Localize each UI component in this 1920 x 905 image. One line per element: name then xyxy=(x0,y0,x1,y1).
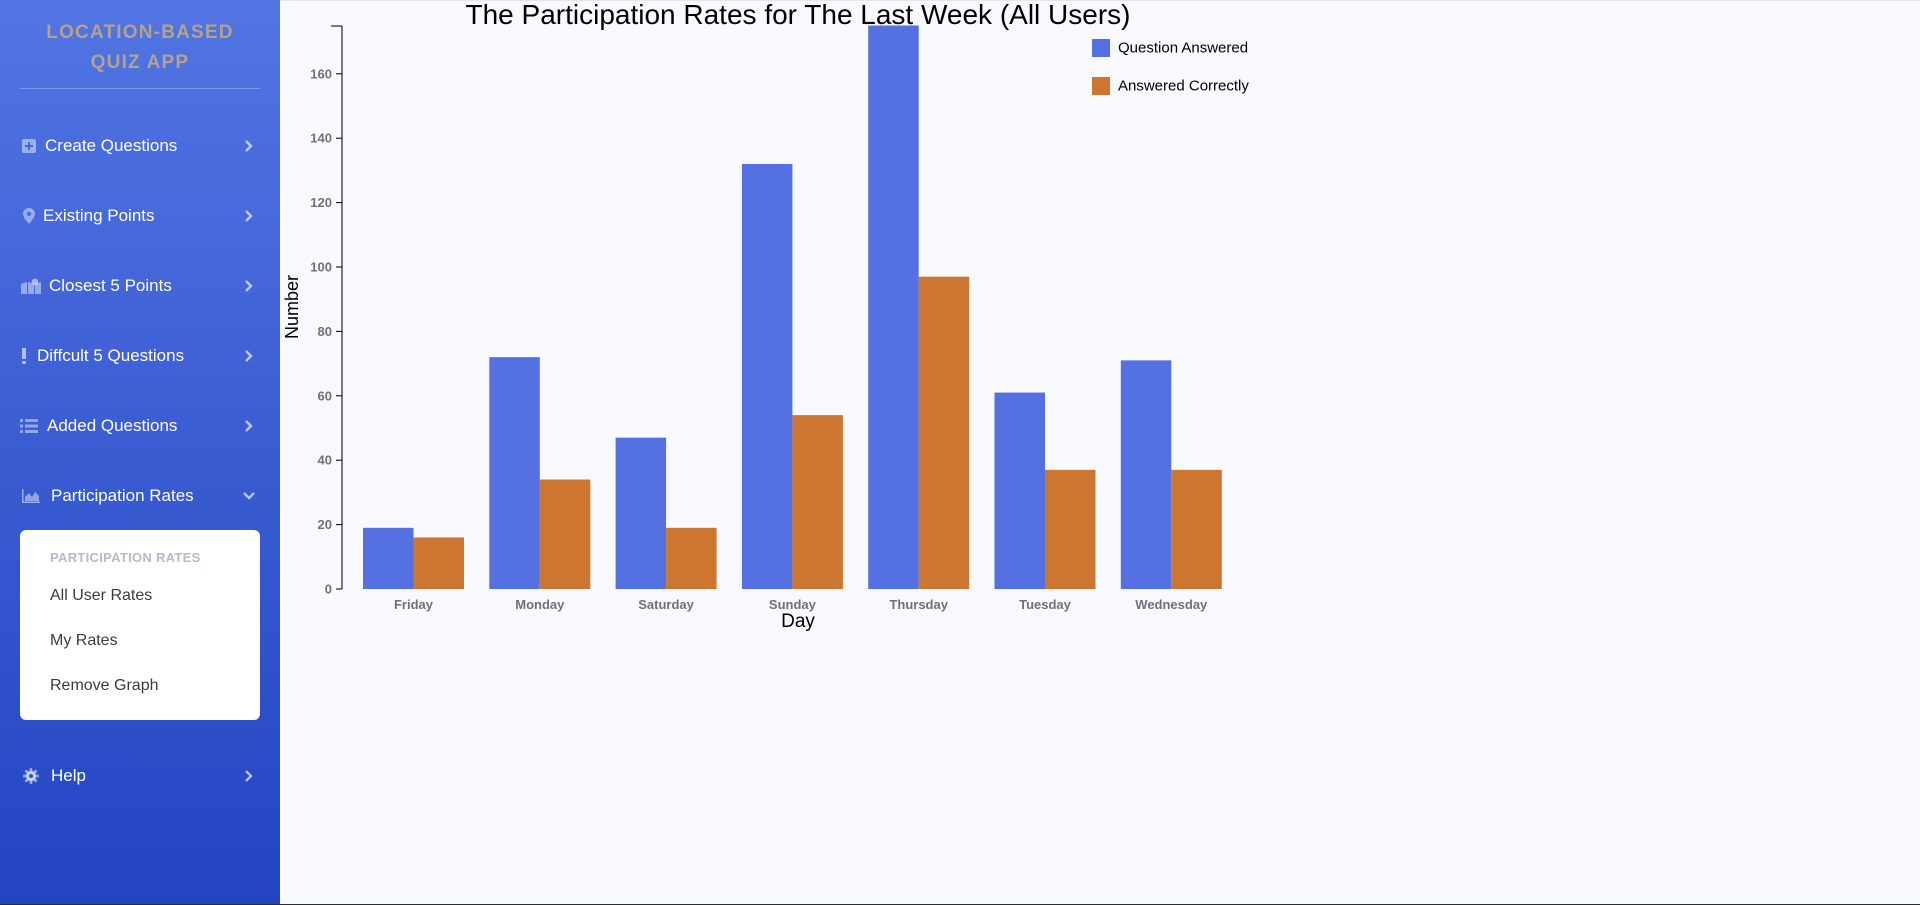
x-tick-label: Tuesday xyxy=(1019,597,1072,612)
participation-rates-submenu: PARTICIPATION RATES All User Rates My Ra… xyxy=(20,530,260,720)
bar-friday-question-answered xyxy=(363,527,414,589)
x-tick-label: Thursday xyxy=(889,597,948,612)
x-axis-tick-labels: Friday Monday Saturday Sunday Thursday Tuesda… xyxy=(394,597,1208,612)
bar-monday-answered-correctly xyxy=(539,479,591,589)
sidebar-item-label: Create Questions xyxy=(45,136,178,155)
sidebar-item-added-questions[interactable]: Added Questions xyxy=(0,406,280,446)
sidebar-item-label: Help xyxy=(51,766,86,785)
y-tick-label: 80 xyxy=(318,324,332,339)
chart-title: The Participation Rates for The Last Wee… xyxy=(466,1,1131,30)
bar-wednesday-answered-correctly xyxy=(1171,469,1222,589)
legend-swatch xyxy=(1092,77,1110,95)
exclamation-icon xyxy=(20,347,28,365)
list-icon xyxy=(20,417,38,435)
bar-wednesday-question-answered xyxy=(1120,360,1172,589)
map-icon xyxy=(20,277,42,295)
y-tick-label: 100 xyxy=(310,260,332,275)
sidebar: LOCATION-BASED QUIZ APP Create Questions… xyxy=(0,0,280,905)
sidebar-item-label: Diffcult 5 Questions xyxy=(37,346,185,365)
x-tick-label: Wednesday xyxy=(1135,597,1208,612)
sidebar-item-label: Participation Rates xyxy=(51,486,194,505)
bar-thursday-answered-correctly xyxy=(918,276,970,589)
bar-friday-answered-correctly xyxy=(413,537,464,589)
participation-bar-chart: The Participation Rates for The Last Wee… xyxy=(282,0,1249,632)
sidebar-item-label: Closest 5 Points xyxy=(49,276,172,295)
submenu-header: PARTICIPATION RATES xyxy=(50,550,201,565)
y-axis-ticks: 0 20 40 60 80 100 120 140 160 xyxy=(310,66,342,597)
bar-sunday-answered-correctly xyxy=(792,415,843,589)
map-marker-icon xyxy=(20,207,38,225)
y-tick-label: 40 xyxy=(318,453,332,468)
bar-tuesday-answered-correctly xyxy=(1045,469,1096,589)
submenu-item-remove-graph[interactable]: Remove Graph xyxy=(50,677,159,694)
x-tick-label: Monday xyxy=(515,597,565,612)
gear-icon xyxy=(22,767,40,785)
bars-group xyxy=(363,25,1222,589)
x-tick-label: Saturday xyxy=(638,597,694,612)
x-axis-label: Day xyxy=(781,611,815,632)
chevron-right-icon xyxy=(242,139,256,153)
chart-legend: Question Answered Answered Correctly xyxy=(1092,39,1249,95)
area-chart-icon xyxy=(21,487,41,505)
brand-title[interactable]: LOCATION-BASED QUIZ APP xyxy=(46,22,234,73)
plus-square-icon xyxy=(20,137,38,155)
bar-sunday-question-answered xyxy=(741,163,793,589)
sidebar-item-help[interactable]: Help xyxy=(0,756,280,796)
legend-label: Question Answered xyxy=(1118,40,1248,57)
chevron-right-icon xyxy=(242,279,256,293)
legend-label: Answered Correctly xyxy=(1118,78,1249,95)
submenu-item-my-rates[interactable]: My Rates xyxy=(50,632,118,649)
x-tick-label: Friday xyxy=(394,597,434,612)
chevron-right-icon xyxy=(242,209,256,223)
x-tick-label: Sunday xyxy=(769,597,817,612)
sidebar-item-closest-5-points[interactable]: Closest 5 Points xyxy=(0,266,280,306)
y-tick-label: 160 xyxy=(310,66,332,81)
y-tick-label: 20 xyxy=(318,517,332,532)
bar-monday-question-answered xyxy=(489,357,540,589)
chevron-right-icon xyxy=(242,349,256,363)
sidebar-item-label: Existing Points xyxy=(43,206,155,225)
sidebar-item-difficult-5-questions[interactable]: Diffcult 5 Questions xyxy=(0,336,280,376)
bar-saturday-answered-correctly xyxy=(666,527,717,589)
bar-tuesday-question-answered xyxy=(994,392,1045,589)
bar-saturday-question-answered xyxy=(615,437,667,589)
chevron-down-icon xyxy=(242,489,256,503)
sidebar-item-create-questions[interactable]: Create Questions xyxy=(0,126,280,166)
main-content: The Participation Rates for The Last Wee… xyxy=(280,0,1920,905)
y-tick-label: 120 xyxy=(310,195,332,210)
sidebar-divider xyxy=(20,88,260,89)
legend-swatch xyxy=(1092,39,1110,57)
sidebar-item-label: Added Questions xyxy=(47,416,178,435)
sidebar-item-participation-rates[interactable]: Participation Rates xyxy=(0,476,280,516)
y-tick-label: 60 xyxy=(318,388,332,403)
chevron-right-icon xyxy=(242,419,256,433)
y-tick-label: 140 xyxy=(310,131,332,146)
chevron-right-icon xyxy=(242,769,256,783)
y-axis-label: Number xyxy=(282,275,302,339)
sidebar-item-existing-points[interactable]: Existing Points xyxy=(0,196,280,236)
bar-thursday-question-answered xyxy=(868,25,919,589)
y-tick-label: 0 xyxy=(325,582,332,597)
submenu-item-all-user-rates[interactable]: All User Rates xyxy=(50,587,153,604)
